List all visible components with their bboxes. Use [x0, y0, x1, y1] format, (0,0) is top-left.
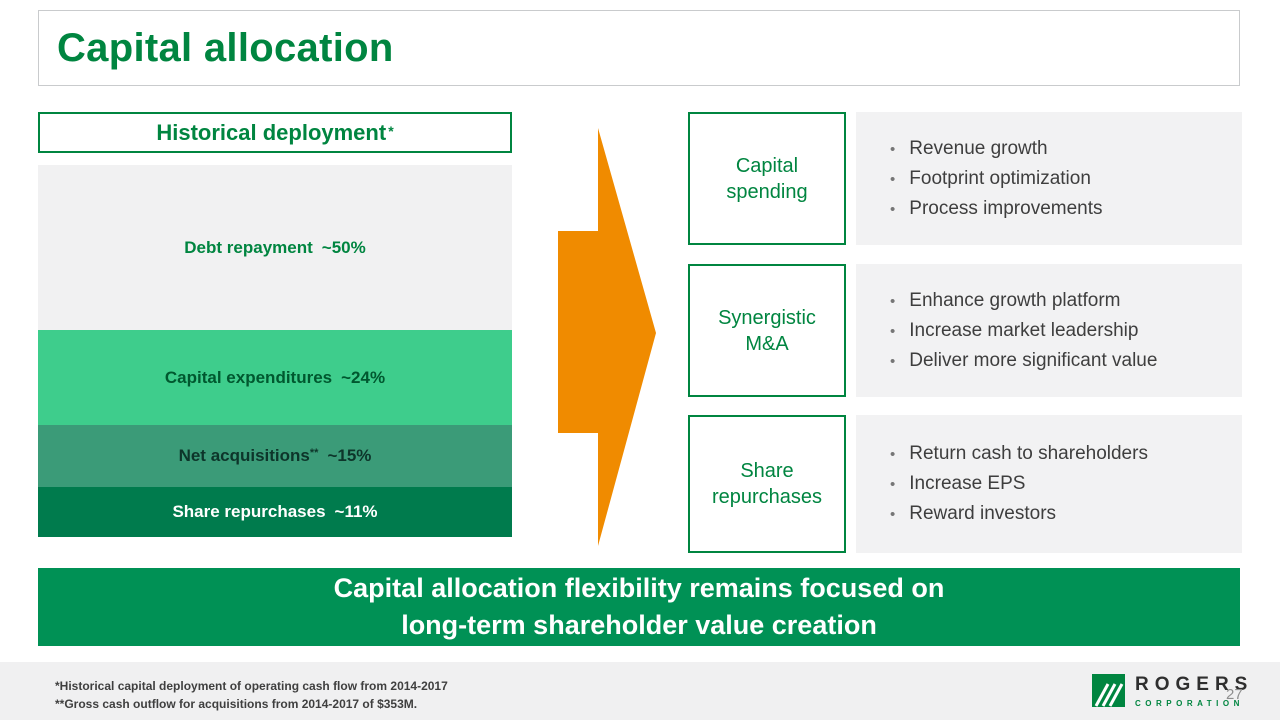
rogers-logo: ROGERS CORPORATION: [1092, 674, 1253, 708]
bullet-item: • Increase market leadership: [890, 320, 1242, 342]
bullet-text: Increase market leadership: [909, 319, 1139, 341]
segment-label: Capital expenditures: [164, 367, 333, 387]
bullet-icon: •: [890, 200, 896, 218]
bullet-text: Deliver more significant value: [909, 349, 1158, 371]
footnote-1: *Historical capital deployment of operat…: [55, 679, 448, 693]
bullet-text: Enhance growth platform: [909, 289, 1121, 311]
rogers-logo-text: ROGERS CORPORATION: [1135, 674, 1253, 708]
historical-header-label: Historical deployment: [156, 119, 387, 145]
logo-word: ROGERS: [1135, 674, 1254, 695]
segment-label: Share repurchases: [172, 502, 326, 521]
historical-deployment-header: Historical deployment *: [38, 112, 512, 153]
segment-value: ~50%: [321, 237, 366, 257]
flow-box-synergistic-ma: Synergistic M&A: [688, 264, 846, 397]
bullet-item: • Revenue growth: [890, 138, 1242, 160]
footer: *Historical capital deployment of operat…: [0, 662, 1280, 720]
bullet-icon: •: [890, 322, 896, 340]
bullet-icon: •: [890, 506, 896, 523]
footnotes: *Historical capital deployment of operat…: [55, 677, 448, 713]
bullet-text: Increase EPS: [909, 473, 1026, 494]
bullet-item: • Process improvements: [890, 198, 1242, 220]
key-message-banner: Capital allocation flexibility remains f…: [38, 568, 1240, 646]
chart-segment-capital-expenditures: Capital expenditures ~24%: [38, 330, 512, 425]
bullet-icon: •: [890, 446, 896, 463]
flow-box-label: Synergistic M&A: [718, 306, 816, 355]
bullet-panel-synergistic-ma: • Enhance growth platform • Increase marke…: [856, 264, 1242, 397]
bullet-item: • Footprint optimization: [890, 168, 1242, 190]
chart-segment-net-acquisitions: Net acquisitions ** ~15%: [38, 425, 512, 487]
title-box: Capital allocation: [38, 10, 1240, 86]
segment-value: ~15%: [327, 446, 372, 465]
segment-label: Debt repayment: [184, 237, 313, 257]
bullet-text: Return cash to shareholders: [909, 443, 1148, 464]
flow-arrow-icon: [558, 128, 656, 546]
chart-segment-debt-repayment: Debt repayment ~50%: [38, 165, 512, 330]
slide-title: Capital allocation: [57, 25, 394, 70]
banner-line-2: long-term shareholder value creation: [401, 610, 877, 640]
flow-box-share-repurchases: Share repurchases: [688, 415, 846, 553]
footnote-2: **Gross cash outflow for acquisitions fr…: [55, 697, 418, 711]
footnote-marker: **: [309, 447, 319, 459]
page-number: 27: [1226, 686, 1243, 703]
bullet-item: • Increase EPS: [890, 473, 1242, 495]
footnote-marker: *: [388, 122, 394, 139]
segment-label: Net acquisitions: [178, 446, 310, 465]
bullet-text: Revenue growth: [909, 137, 1048, 159]
bullet-panel-share-repurchases: • Return cash to shareholders • Increase E…: [856, 415, 1242, 553]
bullet-item: • Enhance growth platform: [890, 290, 1242, 312]
bullet-item: • Reward investors: [890, 503, 1242, 525]
bullet-icon: •: [890, 140, 896, 158]
flow-box-label: Share repurchases: [711, 460, 823, 508]
bullet-item: • Return cash to shareholders: [890, 443, 1242, 465]
bullet-text: Footprint optimization: [909, 167, 1091, 189]
segment-value: ~24%: [341, 367, 386, 387]
bullet-item: • Deliver more significant value: [890, 350, 1242, 372]
bullet-icon: •: [890, 476, 896, 493]
bullet-icon: •: [890, 170, 896, 188]
historical-deployment-chart: Debt repayment ~50% Capital expenditures ~…: [38, 165, 512, 537]
segment-value: ~11%: [334, 502, 378, 521]
bullet-text: Reward investors: [909, 503, 1057, 524]
flow-box-label: Capital spending: [726, 154, 808, 203]
rogers-logo-icon: [1092, 674, 1125, 707]
logo-subtitle: CORPORATION: [1135, 699, 1244, 708]
banner-line-1: Capital allocation flexibility remains f…: [333, 573, 945, 603]
bullet-icon: •: [890, 352, 896, 370]
chart-segment-share-repurchases: Share repurchases ~11%: [38, 487, 512, 537]
bullet-icon: •: [890, 292, 896, 310]
bullet-text: Process improvements: [909, 197, 1103, 219]
flow-box-capital-spending: Capital spending: [688, 112, 846, 245]
bullet-panel-capital-spending: • Revenue growth • Footprint optimization …: [856, 112, 1242, 245]
